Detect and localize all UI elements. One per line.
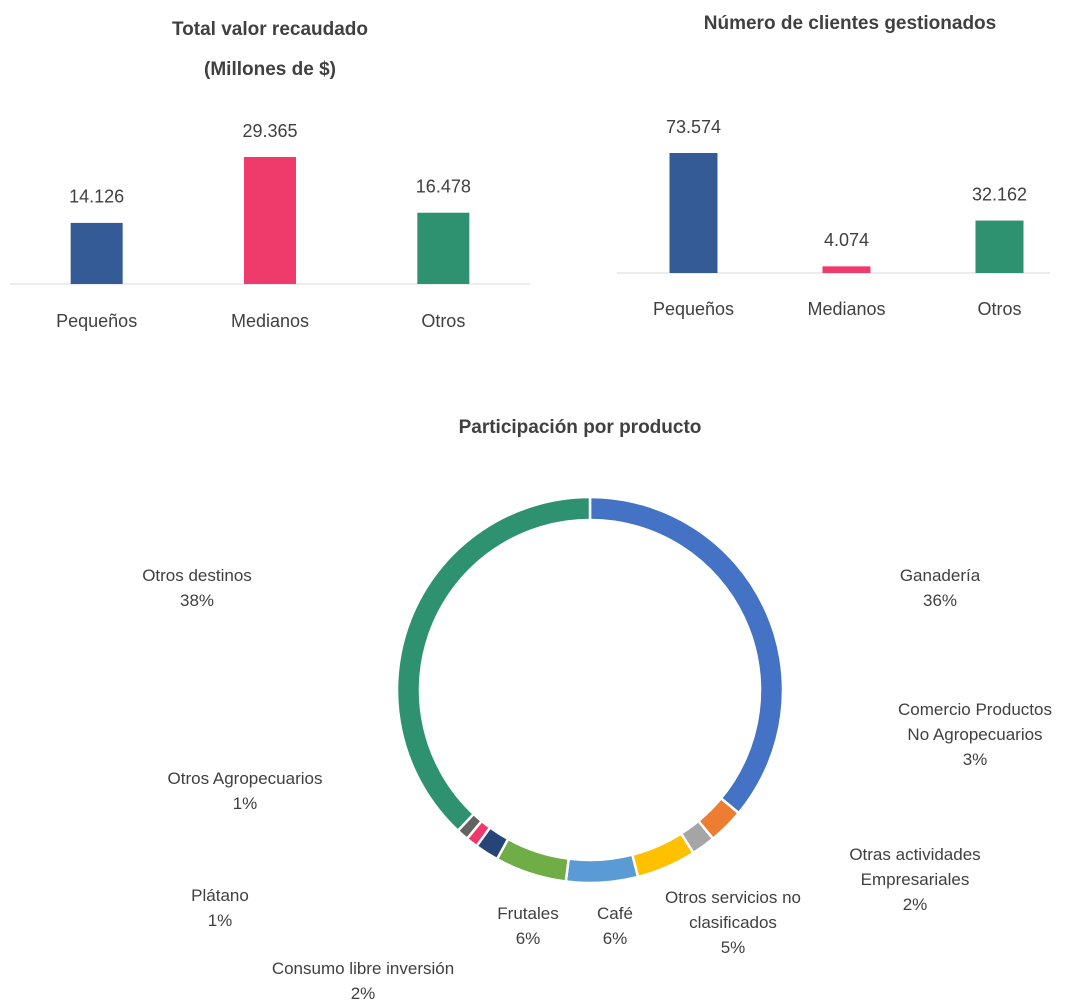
value-label: 14.126 [69,187,124,207]
slice-label: Otros destinos 38% [117,563,277,613]
slice-value: 36% [922,591,958,610]
donut-slice [588,495,785,815]
slice-name: Ganadería [899,566,981,585]
value-label: 16.478 [416,176,471,196]
bar [975,220,1024,273]
slice-label: Otras actividades Empresariales 2% [835,842,995,917]
slice-name: Otros destinos [142,566,252,585]
slice-label: Ganadería 36% [870,563,1010,613]
slice-name: Café [597,904,633,923]
slice-value: 3% [962,750,988,769]
donut-slice [564,853,640,885]
slice-value: 2% [902,895,928,914]
slice-name: Otros Agropecuarios [167,769,323,788]
value-label: 4.074 [824,230,869,250]
slice-label: Otros Agropecuarios 1% [145,766,345,816]
slice-label: Café 6% [575,901,655,951]
slice-label: Comercio Productos No Agropecuarios 3% [895,697,1055,772]
slice-label: Frutales 6% [478,901,578,951]
chart-title: Total valor recaudado [172,19,368,40]
slice-name: Comercio Productos No Agropecuarios [897,700,1052,744]
slice-value: 1% [232,794,258,813]
donut-slice [495,837,571,883]
slice-label: Plátano 1% [160,883,280,933]
bar [244,157,296,284]
x-tick-label: Medianos [231,311,309,331]
slice-value: 6% [602,929,628,948]
chart-title: Participación por producto [459,417,702,438]
value-label: 29.365 [242,121,297,141]
slice-value: 6% [515,929,541,948]
slice-label: Consumo libre inversión 2% [233,956,493,1005]
slice-value: 2% [350,984,376,1003]
x-tick-label: Pequeños [56,311,137,331]
slice-name: Otras actividades Empresariales [849,845,981,889]
donut-slice [630,831,696,879]
chart-title: Número de clientes gestionados [704,13,996,34]
x-tick-label: Otros [421,311,465,331]
slice-label: Otros servicios no clasificados 5% [653,885,813,960]
x-tick-label: Pequeños [653,299,734,319]
value-label: 32.162 [972,184,1027,204]
slice-name: Frutales [497,904,559,923]
donut-slice [395,495,592,833]
bar [822,266,871,273]
value-label: 73.574 [666,117,721,137]
slice-name: Plátano [191,886,249,905]
slice-value: 5% [720,938,746,957]
slice-name: Consumo libre inversión [271,959,455,978]
chart-subtitle: (Millones de $) [204,59,336,80]
x-tick-label: Otros [977,299,1021,319]
slice-name: Otros servicios no clasificados [664,888,802,932]
bar [669,153,718,273]
slice-value: 38% [179,591,215,610]
slice-value: 1% [207,911,233,930]
bar [70,222,123,284]
x-tick-label: Medianos [807,299,885,319]
bar [417,212,470,284]
